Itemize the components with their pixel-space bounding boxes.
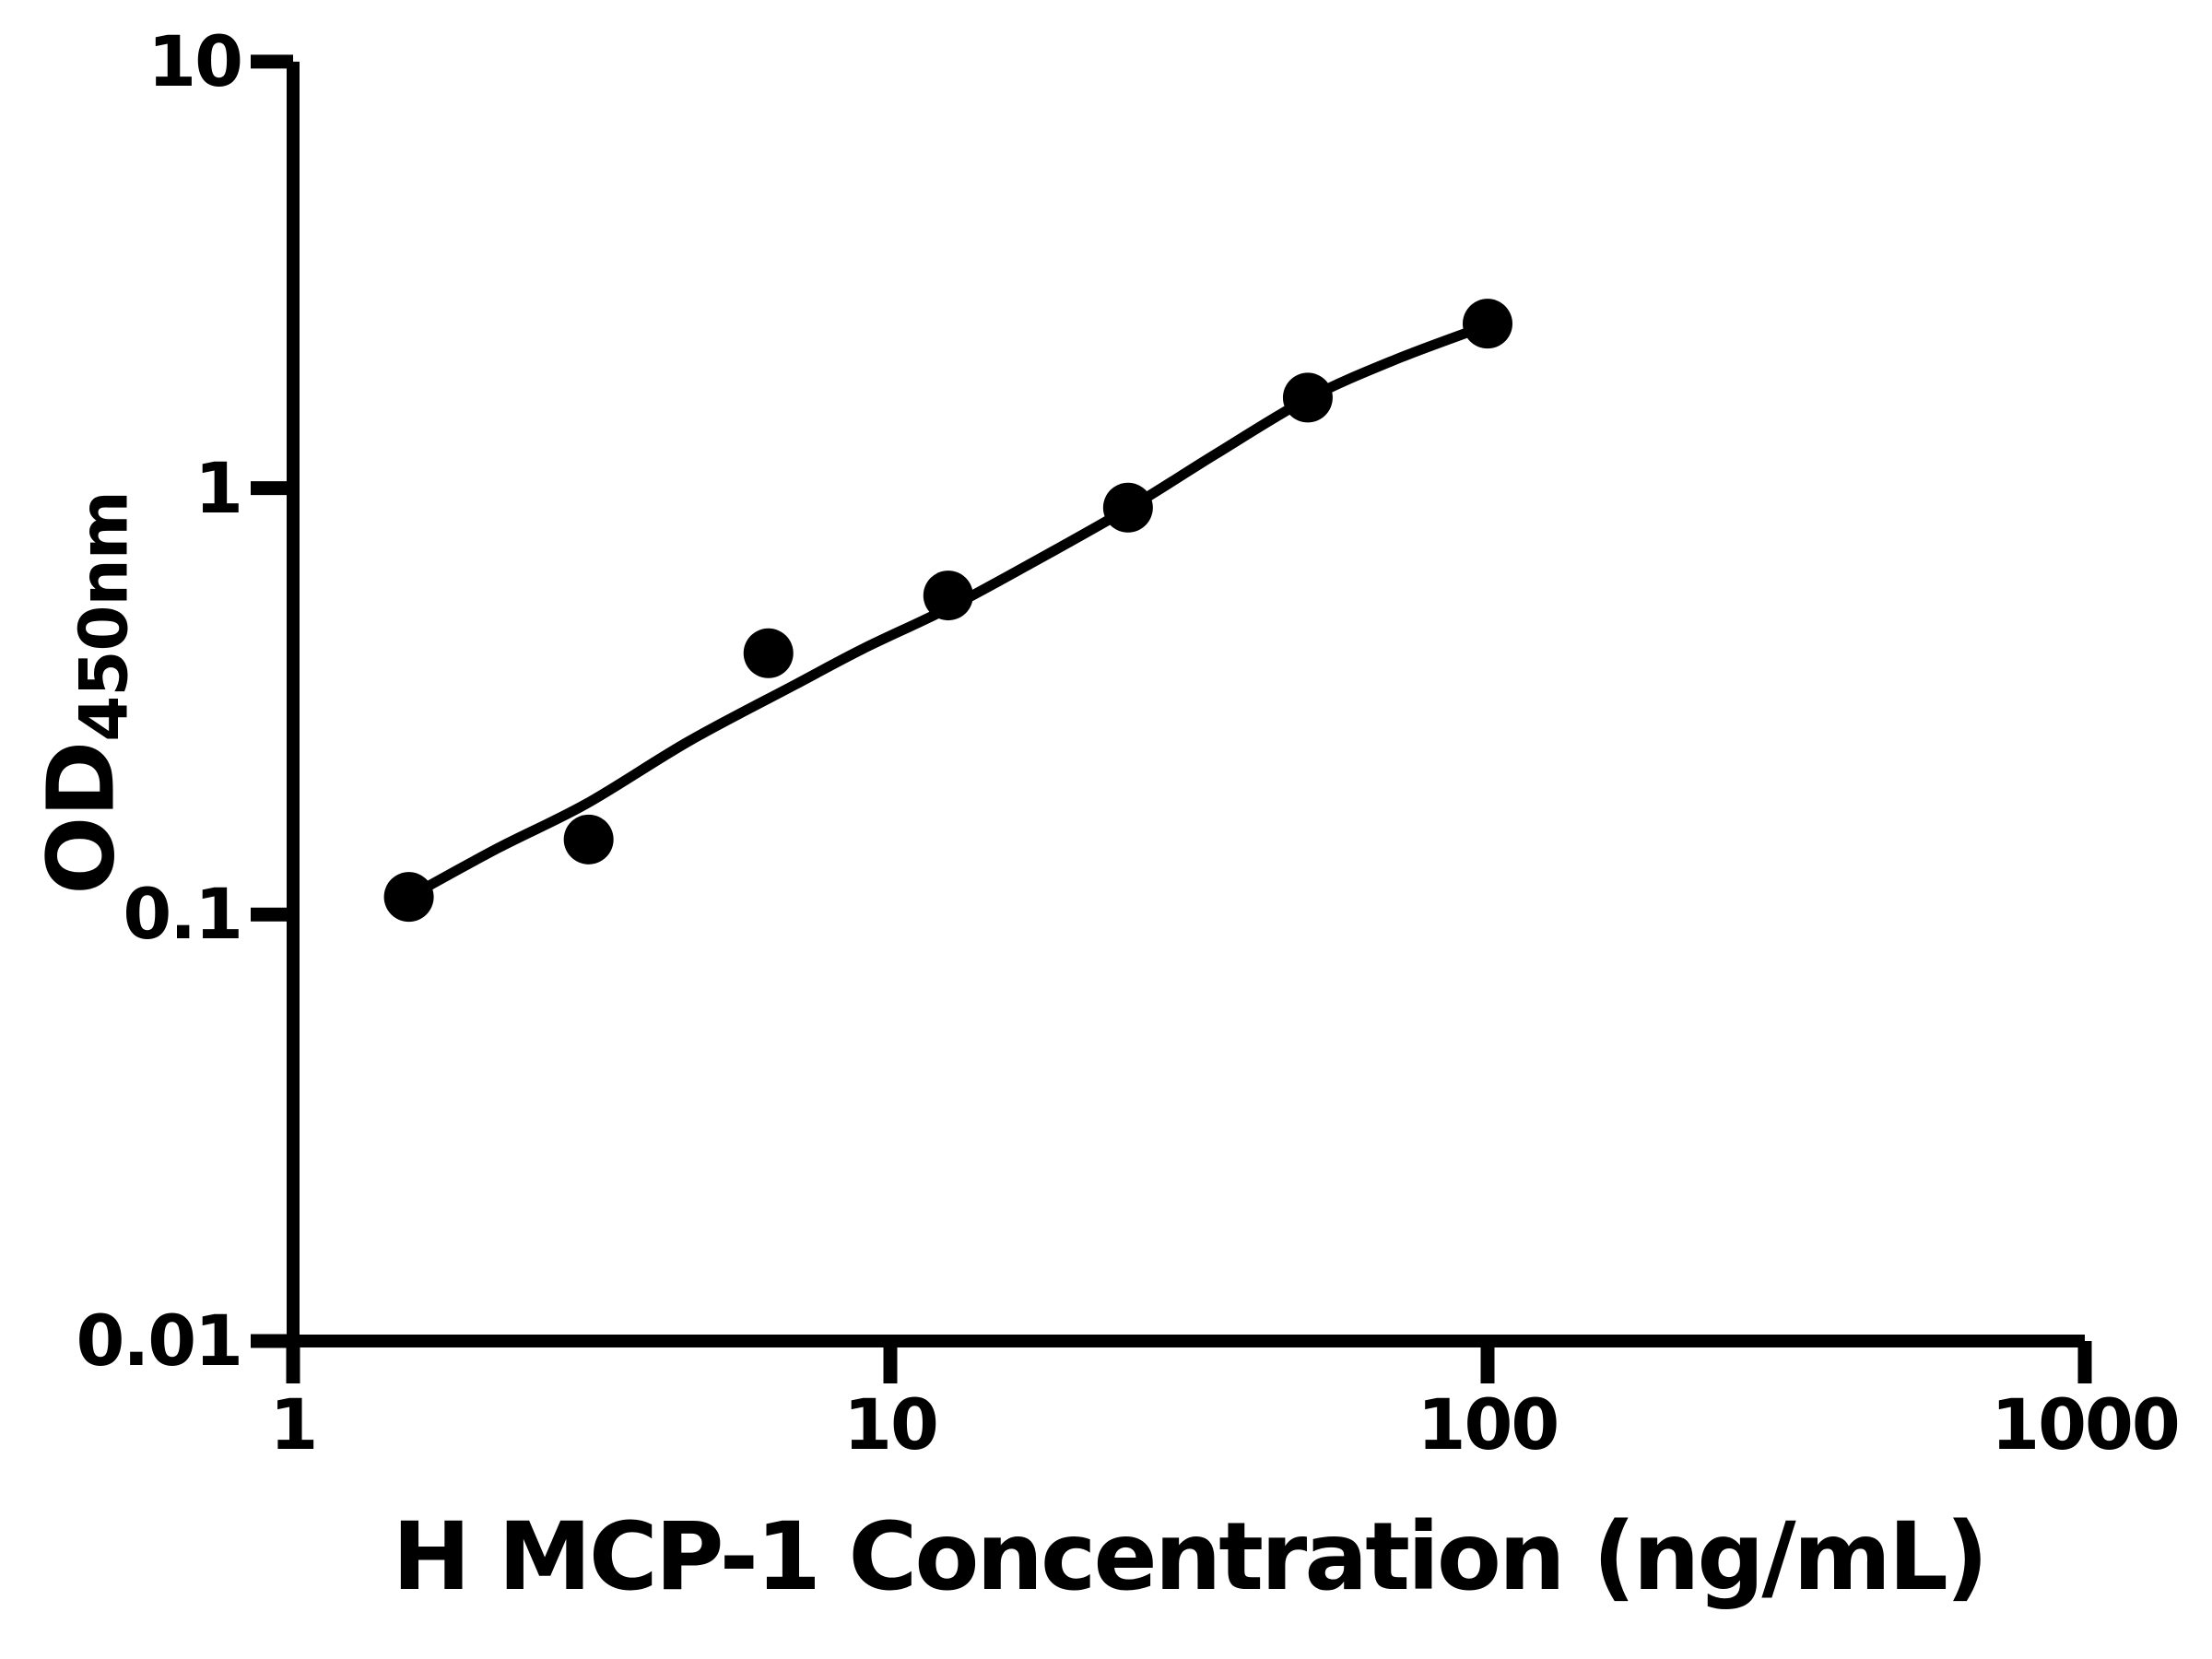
data-point (743, 628, 794, 678)
x-axis-title: H MCP-1 Concentration (ng/mL) (392, 1502, 1988, 1612)
x-tick-label: 1 (269, 1383, 319, 1465)
data-point (1102, 482, 1153, 533)
data-point (383, 872, 434, 923)
y-tick-label: 0.01 (76, 1300, 243, 1382)
y-axis-title: OD450nm (27, 491, 142, 895)
data-point (1282, 372, 1333, 423)
x-tick-label: 10 (843, 1383, 939, 1465)
x-tick-label: 1000 (1991, 1383, 2181, 1465)
y-tick-label: 1 (194, 446, 243, 529)
x-tick-label: 100 (1417, 1383, 1560, 1465)
y-tick-label: 10 (147, 19, 243, 102)
y-tick-label: 0.1 (123, 873, 243, 956)
data-point (1463, 299, 1512, 349)
axis-lines (287, 61, 2085, 1347)
data-point (563, 814, 614, 865)
data-point (923, 571, 973, 621)
